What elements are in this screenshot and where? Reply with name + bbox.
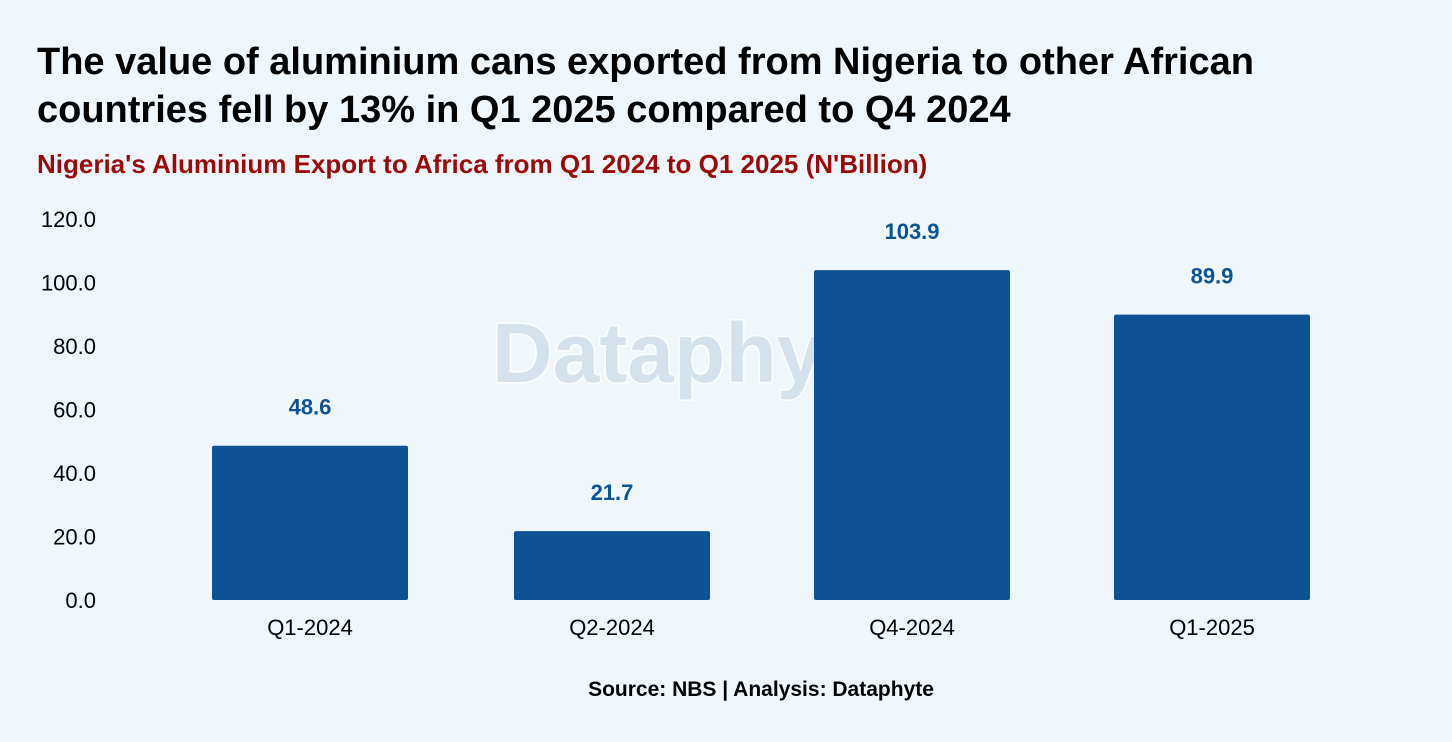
chart-title: Nigeria's Aluminium Export to Africa fro…: [37, 149, 928, 179]
bar: [514, 531, 710, 600]
source-note: Source: NBS | Analysis: Dataphyte: [588, 678, 934, 701]
y-tick-label: 0.0: [65, 588, 96, 613]
bar: [814, 270, 1010, 600]
x-tick-label: Q4-2024: [869, 615, 955, 640]
y-tick-label: 100.0: [41, 271, 96, 296]
bar-value-label: 48.6: [289, 395, 332, 420]
x-tick-label: Q1-2024: [267, 615, 353, 640]
bar: [1114, 314, 1310, 600]
y-tick-label: 20.0: [53, 525, 96, 550]
y-axis: 0.0 20.0 40.0 60.0 80.0 100.0 120.0: [41, 207, 96, 613]
bar-chart: Dataphyte 0.020.040.060.080.0100.0120.0 …: [41, 207, 1310, 640]
y-tick-label: 60.0: [53, 398, 96, 423]
y-tick-label: 120.0: [41, 207, 96, 232]
x-tick-label: Q2-2024: [569, 615, 655, 640]
x-tick-label: Q1-2025: [1169, 615, 1255, 640]
y-tick-label: 40.0: [53, 461, 96, 486]
bar-series: 48.6 21.7 103.9 89.9: [212, 219, 1310, 600]
y-tick-label: 80.0: [53, 334, 96, 359]
chart-headline: The value of aluminium cans exported fro…: [37, 41, 1254, 131]
bar-value-label: 89.9: [1191, 264, 1234, 289]
bar: [212, 445, 408, 600]
x-axis: Q1-2024 Q2-2024 Q4-2024 Q1-2025: [267, 615, 1255, 640]
bar-value-label: 103.9: [884, 219, 939, 244]
bar-value-label: 21.7: [591, 480, 634, 505]
